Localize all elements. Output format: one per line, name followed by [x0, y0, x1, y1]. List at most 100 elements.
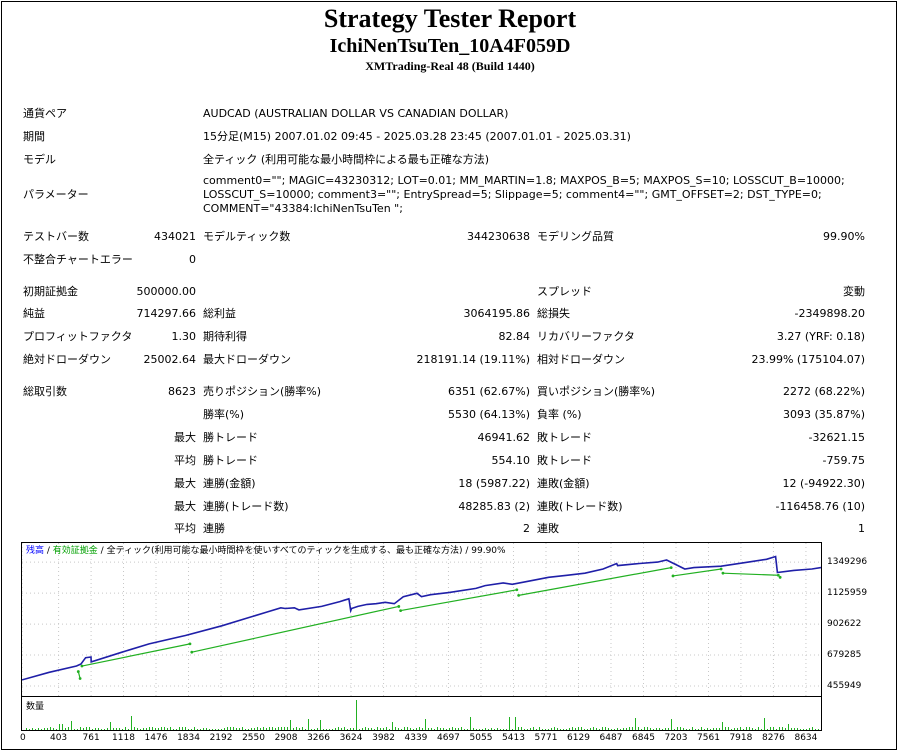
long-value: 2272 (68.22%): [782, 385, 865, 398]
volume-bar: [683, 728, 684, 730]
equity-segment-0: [77, 671, 81, 679]
volume-bar: [137, 728, 138, 730]
volume-bar: [386, 727, 387, 730]
volume-bar: [272, 727, 273, 730]
avg-loss-value: -759.75: [822, 454, 865, 467]
avg-consec-win-label: 連勝: [203, 522, 225, 535]
max-consec-loss-amt-label: 連敗(金額): [537, 477, 590, 490]
volume-bar: [680, 727, 681, 730]
bars-label: テストバー数: [23, 230, 89, 243]
equity-segment-6: [400, 589, 517, 612]
equity-segment-10: [672, 568, 722, 577]
volume-bar: [290, 720, 291, 730]
volume-bar: [332, 729, 333, 730]
volume-bar: [713, 728, 714, 730]
rel-dd-value: 23.99% (175104.07): [751, 353, 865, 366]
volume-bar: [620, 729, 621, 730]
volume-bar: [773, 727, 774, 730]
volume-bar: [311, 729, 312, 730]
volume-bar: [413, 729, 414, 730]
volume-bar: [161, 727, 162, 730]
volume-bar: [86, 727, 87, 730]
max-label-3: 最大: [174, 500, 196, 513]
volume-bar: [581, 727, 582, 730]
volume-bar: [119, 728, 120, 730]
volume-bar: [320, 720, 321, 730]
volume-bar: [308, 719, 309, 730]
volume-bar: [53, 728, 54, 730]
volume-bar: [482, 729, 483, 730]
deposit-label: 初期証拠金: [23, 285, 78, 298]
volume-bar: [281, 727, 282, 730]
volume-bar: [533, 727, 534, 730]
x-tick-label-5: 1834: [177, 733, 200, 743]
short-value: 6351 (62.67%): [447, 385, 530, 398]
lossrate-label: 負率 (%): [537, 408, 582, 421]
volume-bar: [464, 729, 465, 730]
volume-bar: [677, 727, 678, 730]
expected-label: 期待利得: [203, 330, 247, 343]
avg-consec-win-value: 2: [523, 522, 530, 535]
volume-bar: [404, 727, 405, 730]
volume-bar: [329, 729, 330, 730]
volume-bar: [590, 728, 591, 730]
volume-bar: [32, 728, 33, 730]
volume-bar: [458, 728, 459, 730]
short-label: 売りポジション(勝率%): [203, 385, 322, 398]
volume-bar: [200, 729, 201, 730]
volume-bar: [749, 727, 750, 730]
volume-bar: [497, 728, 498, 730]
volume-bar: [566, 729, 567, 730]
volume-bar: [113, 728, 114, 730]
volume-bar: [587, 729, 588, 730]
volume-bar: [428, 728, 429, 730]
volume-bar: [638, 727, 639, 730]
volume-bar: [335, 728, 336, 730]
period-label: 期間: [23, 130, 45, 143]
volume-bar: [665, 728, 666, 730]
x-tick-label-19: 6845: [632, 733, 655, 743]
volume-bar: [296, 727, 297, 730]
x-tick-label-11: 3982: [372, 733, 395, 743]
volume-bar: [728, 727, 729, 730]
x-tick-label-18: 6487: [599, 733, 623, 743]
avg-consec-loss-value: 1: [858, 522, 865, 535]
trades-value: 8623: [168, 385, 196, 398]
volume-bar: [107, 728, 108, 730]
volume-bar: [50, 727, 51, 730]
equity-segment-12: [722, 572, 779, 576]
gross-loss-value: -2349898.20: [794, 307, 865, 320]
volume-bar: [173, 729, 174, 730]
volume-bar: [149, 727, 150, 730]
equity-point-12: [721, 571, 725, 575]
volume-bar: [629, 727, 630, 730]
volume-bar: [101, 729, 102, 730]
volume-bar: [785, 728, 786, 730]
max-dd-value: 218191.14 (19.11%): [416, 353, 530, 366]
params-line-3: COMMENT="43384:IchiNenTsuTen ";: [203, 202, 403, 215]
worst-loss-label: 敗トレード: [537, 431, 592, 444]
volume-bar: [317, 728, 318, 730]
volume-bar: [65, 728, 66, 730]
deposit-value: 500000.00: [136, 285, 197, 298]
equity-point-14: [778, 575, 782, 579]
expected-value: 82.84: [498, 330, 531, 343]
volume-bar: [509, 717, 510, 730]
volume-bar: [407, 727, 408, 730]
x-tick-label-3: 1118: [112, 733, 135, 743]
volume-bar: [719, 728, 720, 730]
volume-bar: [152, 727, 153, 730]
volume-bar: [275, 728, 276, 730]
volume-bar: [704, 729, 705, 730]
volume-bar: [434, 729, 435, 730]
volume-bar: [62, 724, 63, 730]
volume-bar: [800, 729, 801, 730]
volume-bar: [338, 727, 339, 730]
volume-bar: [245, 729, 246, 730]
volume-bar: [467, 729, 468, 730]
volume-bar: [461, 727, 462, 730]
net-label: 純益: [23, 307, 45, 320]
volume-bar: [194, 727, 195, 730]
max-consec-win-cnt-label: 連勝(トレード数): [203, 500, 289, 513]
volume-bar: [653, 729, 654, 730]
